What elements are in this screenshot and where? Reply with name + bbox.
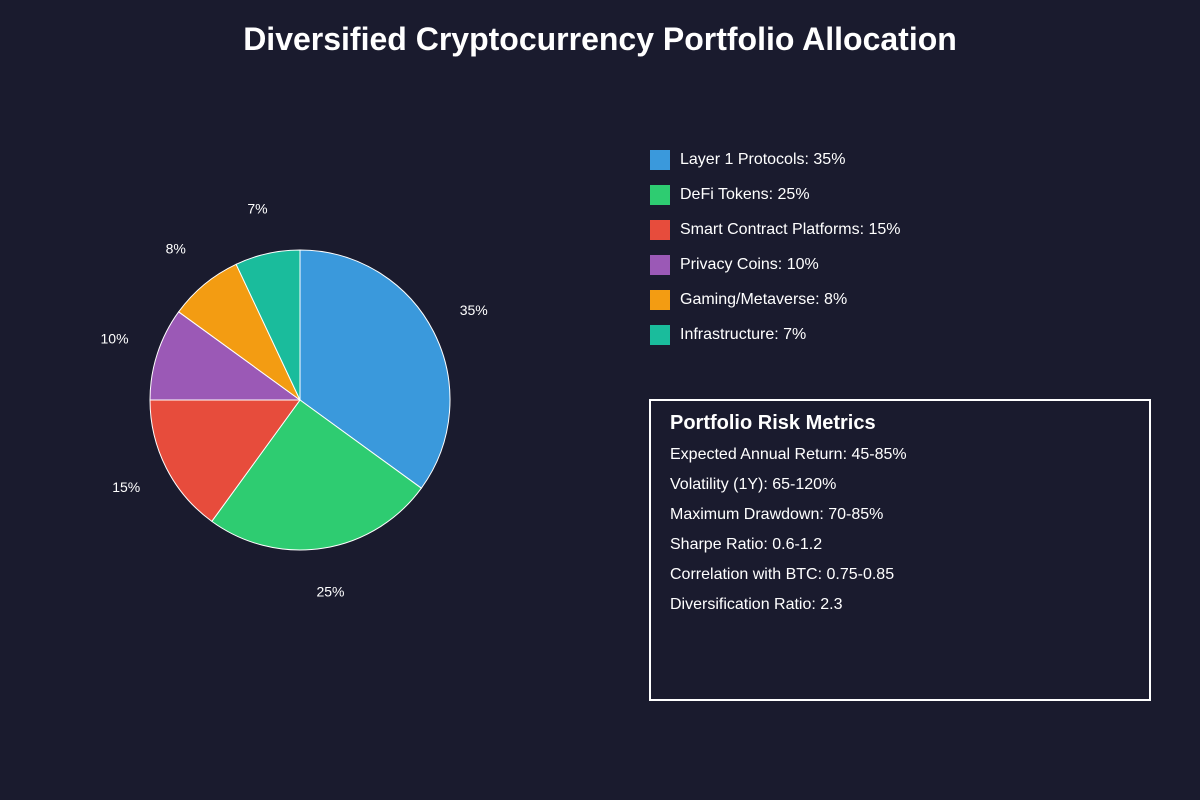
pie-slice-label: 15% bbox=[112, 479, 140, 495]
legend-swatch bbox=[650, 220, 670, 240]
legend-item: Layer 1 Protocols: 35% bbox=[650, 150, 901, 170]
legend-item: Gaming/Metaverse: 8% bbox=[650, 290, 901, 310]
legend-label: Infrastructure: 7% bbox=[680, 326, 807, 343]
legend-item: Privacy Coins: 10% bbox=[650, 255, 901, 275]
pie-labels: 35% 25% 15% 10% 8% 7% bbox=[101, 200, 488, 599]
pie-slice-label: 8% bbox=[166, 240, 186, 256]
pie-chart: 35% 25% 15% 10% 8% 7% bbox=[101, 200, 488, 599]
risk-metrics-list: Expected Annual Return: 45-85% Volatilit… bbox=[670, 445, 907, 625]
pie-slice bbox=[235, 249, 301, 401]
pie-slice-label: 25% bbox=[316, 583, 344, 599]
metric-diversification-ratio: Diversification Ratio: 2.3 bbox=[670, 596, 843, 613]
legend-label: Smart Contract Platforms: 15% bbox=[680, 221, 901, 238]
legend-item: Smart Contract Platforms: 15% bbox=[650, 220, 901, 240]
pie-slice bbox=[211, 399, 423, 551]
metric-btc-correlation: Correlation with BTC: 0.75-0.85 bbox=[670, 566, 895, 583]
legend-label: Privacy Coins: 10% bbox=[680, 256, 819, 273]
legend-label: Layer 1 Protocols: 35% bbox=[680, 151, 846, 168]
risk-metrics-title: Portfolio Risk Metrics bbox=[670, 412, 876, 434]
pie-slice bbox=[149, 399, 301, 523]
legend-item: DeFi Tokens: 25% bbox=[650, 185, 901, 205]
metric-sharpe-ratio: Sharpe Ratio: 0.6-1.2 bbox=[670, 536, 823, 553]
legend-swatch bbox=[650, 150, 670, 170]
pie-slice bbox=[299, 249, 451, 489]
chart-title: Diversified Cryptocurrency Portfolio All… bbox=[243, 21, 957, 57]
legend: Layer 1 Protocols: 35% DeFi Tokens: 25% … bbox=[650, 150, 901, 360]
legend-swatch bbox=[650, 290, 670, 310]
pie-slice-label: 7% bbox=[247, 200, 267, 216]
legend-item: Infrastructure: 7% bbox=[650, 325, 901, 345]
pie-slices bbox=[149, 249, 451, 551]
risk-metrics-panel: Portfolio Risk Metrics Expected Annual R… bbox=[649, 399, 1151, 701]
metric-max-drawdown: Maximum Drawdown: 70-85% bbox=[670, 506, 884, 523]
pie-slice bbox=[149, 311, 302, 401]
legend-label: Gaming/Metaverse: 8% bbox=[680, 291, 848, 308]
pie-slice-label: 35% bbox=[460, 302, 488, 318]
metric-volatility: Volatility (1Y): 65-120% bbox=[670, 476, 837, 493]
metric-expected-return: Expected Annual Return: 45-85% bbox=[670, 446, 907, 463]
legend-label: DeFi Tokens: 25% bbox=[680, 186, 810, 203]
legend-swatch bbox=[650, 255, 670, 275]
legend-swatch bbox=[650, 325, 670, 345]
legend-swatch bbox=[650, 185, 670, 205]
pie-slice-label: 10% bbox=[101, 330, 129, 346]
